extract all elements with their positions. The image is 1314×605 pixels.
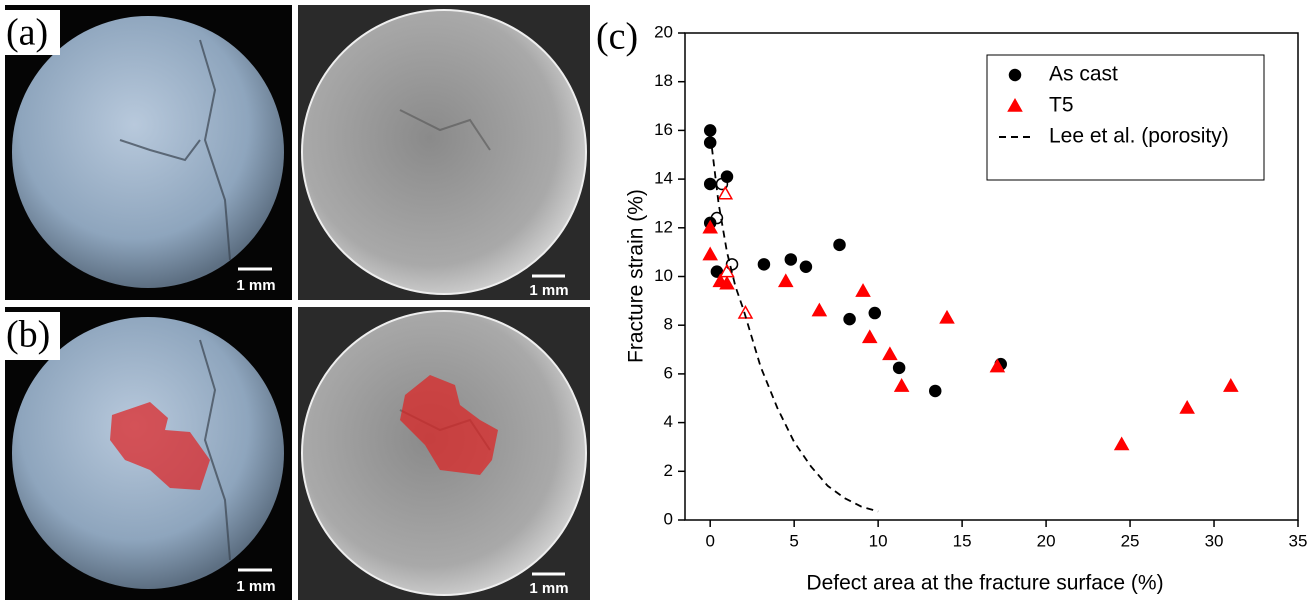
legend-marker [1007,97,1023,112]
x-tick-label: 30 [1205,531,1224,550]
legend-box [986,54,1265,181]
data-point [833,238,846,252]
data-point [989,358,1006,373]
data-point [799,260,813,274]
y-tick-label: 18 [654,71,673,90]
data-point [710,211,724,225]
data-point [939,309,955,324]
x-tick-label: 5 [789,531,798,550]
data-point [777,273,794,288]
y-axis-title: Fracture strain (%) [625,189,648,363]
y-tick-label: 2 [664,461,673,480]
y-tick-label: 20 [654,22,673,41]
data-point [784,253,798,266]
data-point [1113,436,1130,451]
data-point [855,283,871,297]
y-tick-label: 16 [654,120,673,139]
x-tick-label: 25 [1121,531,1140,550]
data-point [717,185,734,200]
data-point [882,346,898,361]
data-point [703,136,717,149]
data-point [861,329,878,344]
photo-panels [5,5,590,600]
data-point [1179,399,1195,414]
y-tick-label: 10 [654,266,673,285]
legend-label: T5 [1049,94,1074,117]
legend-marker [1008,68,1022,82]
panel-label: (c) [596,16,638,58]
data-point [710,265,724,278]
legend-label: Lee et al. (porosity) [1049,125,1229,148]
data-point [719,275,735,290]
data-point [868,306,882,320]
x-tick-label: 15 [953,531,972,550]
y-tick-label: 6 [664,363,673,382]
data-point [1223,378,1239,392]
scale-bar-label: 1 mm [236,578,275,595]
x-tick-label: 0 [705,531,714,550]
x-axis-title: Defect area at the fracture surface (%) [806,572,1163,595]
y-tick-label: 8 [664,315,673,334]
scale-bar-label: 1 mm [529,580,568,597]
data-point [843,312,856,326]
data-point [702,219,718,234]
data-point [703,124,717,137]
data-point [702,246,718,261]
y-tick-label: 4 [664,412,673,431]
legend-label: As cast [1049,63,1118,86]
scale-bar-label: 1 mm [236,277,275,294]
x-tick-label: 20 [1037,531,1056,550]
panel-label: (b) [6,314,50,356]
data-point [757,258,771,271]
data-point [719,263,735,278]
x-tick-label: 35 [1289,531,1308,550]
x-tick-label: 10 [869,531,888,550]
panel-label: (a) [6,12,48,54]
fit-line [710,147,879,513]
data-point [893,378,910,392]
y-tick-label: 0 [664,509,673,528]
data-point [892,361,906,375]
data-point [811,302,828,317]
y-tick-label: 12 [654,217,673,236]
data-point [703,177,717,191]
scale-bar-label: 1 mm [529,282,568,299]
y-tick-label: 14 [654,169,673,188]
data-point [928,384,942,398]
